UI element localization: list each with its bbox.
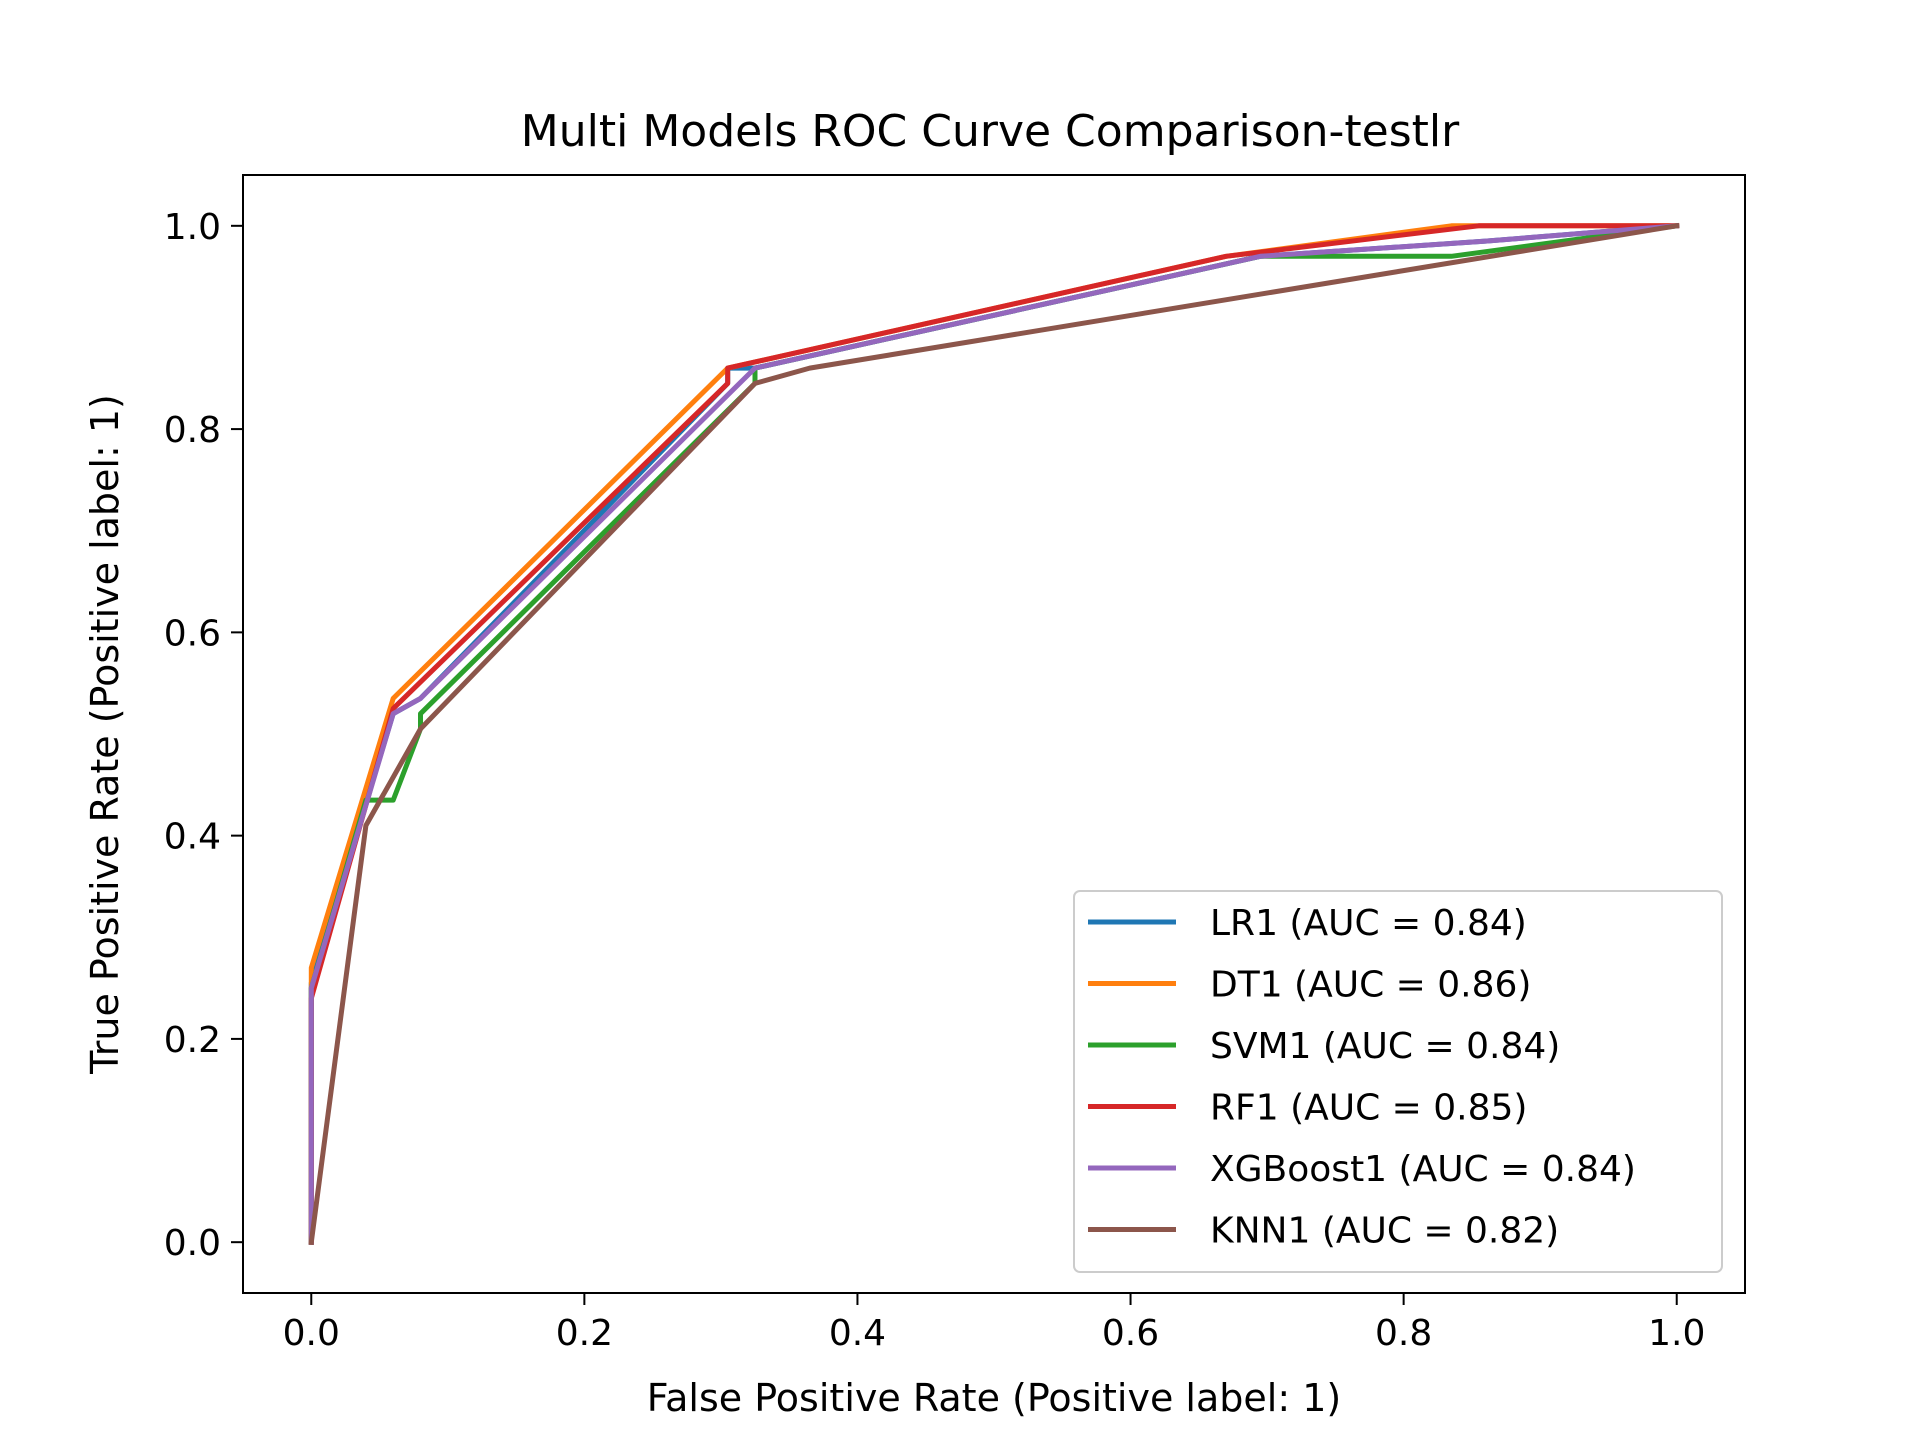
- legend: LR1 (AUC = 0.84) DT1 (AUC = 0.86) SVM1 (AU…: [1073, 890, 1723, 1273]
- legend-label-3: RF1 (AUC = 0.85): [1210, 1088, 1527, 1129]
- x-tick-label: 1.0: [1648, 1313, 1705, 1354]
- x-tick-label: 0.0: [283, 1313, 340, 1354]
- legend-label-2: SVM1 (AUC = 0.84): [1210, 1026, 1560, 1067]
- y-tick-label: 1.0: [164, 207, 221, 248]
- series-line-5: [308, 222, 1680, 1246]
- legend-label-0: LR1 (AUC = 0.84): [1210, 903, 1527, 944]
- y-axis-ticks: 0.0 0.2 0.4 0.6 0.8 1.0: [164, 207, 243, 1264]
- x-tick-label: 0.8: [1375, 1313, 1432, 1354]
- legend-label-5: KNN1 (AUC = 0.82): [1210, 1211, 1559, 1252]
- y-tick-label: 0.4: [164, 817, 221, 858]
- x-tick-label: 0.6: [1102, 1313, 1159, 1354]
- x-tick-label: 0.4: [829, 1313, 886, 1354]
- x-tick-label: 0.2: [556, 1313, 613, 1354]
- y-axis-label: True Positive Rate (Positive label: 1): [83, 394, 127, 1075]
- legend-box: [1073, 890, 1723, 1273]
- legend-label-4: XGBoost1 (AUC = 0.84): [1210, 1149, 1636, 1190]
- series-line-4: [308, 223, 1680, 1245]
- y-tick-label: 0.8: [164, 410, 221, 451]
- x-axis-label: False Positive Rate (Positive label: 1): [647, 1376, 1341, 1420]
- plot-area: [308, 222, 1680, 1246]
- plot-frame: [242, 174, 1746, 1294]
- y-tick-label: 0.6: [164, 613, 221, 654]
- y-tick-label: 0.0: [164, 1223, 221, 1264]
- legend-label-1: DT1 (AUC = 0.86): [1210, 965, 1531, 1006]
- y-tick-label: 0.2: [164, 1020, 221, 1061]
- chart-title: Multi Models ROC Curve Comparison-testlr: [521, 106, 1460, 157]
- x-axis-ticks: 0.0 0.2 0.4 0.6 0.8 1.0: [283, 1293, 1705, 1354]
